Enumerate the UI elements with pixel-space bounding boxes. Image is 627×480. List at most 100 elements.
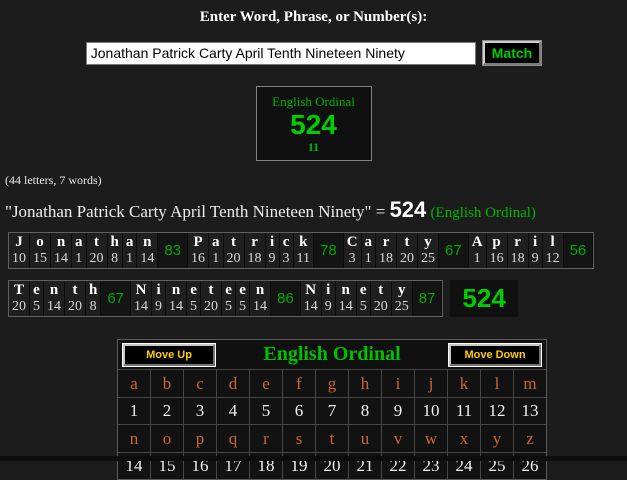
cipher-letter-cell: y [481,425,513,452]
letter-glyph: P [193,234,203,250]
letter-glyph: o [36,234,44,250]
letter-breakdown: J 10 o 15 n 14 a 1 t 20 h 8 a 1 n 14 83 P 16 a 1 t 20 r 18 i 9 c 3 k 1… [8,232,627,317]
letter-glyph: t [404,234,410,250]
letter-glyph: k [299,234,308,250]
letter-cell: t 20 [370,281,392,316]
letter-value: 1 [212,251,220,266]
letter-glyph: e [359,282,367,298]
summary-cipher-value: 524 [290,109,337,140]
letter-value: 14 [47,299,61,314]
letter-glyph: e [239,282,246,298]
search-row: Match [0,40,627,66]
letter-value: 9 [155,299,163,314]
letter-glyph: J [15,234,23,250]
cipher-letter-cell: z [514,425,546,452]
cipher-letter-cell: x [448,425,480,452]
letter-glyph: t [378,282,384,298]
result-phrase-text: "Jonathan Patrick Carty April Tenth Nine… [5,202,372,221]
letter-value: 5 [225,299,233,314]
phrase-input[interactable] [85,41,476,65]
letter-value: 16 [191,251,206,266]
cipher-letter-cell: a [118,370,150,397]
letter-value: 20 [226,251,241,266]
cipher-value-cell: 7 [316,398,348,424]
letter-value: 20 [12,299,26,314]
letter-cell: y 25 [391,281,413,316]
letter-glyph: N [135,282,147,298]
word-sum: 87 [412,281,443,316]
letter-value: 18 [247,251,262,266]
summary-reduced-value: 11 [307,140,320,154]
cipher-value-cell: 6 [283,398,315,424]
row-total: 524 [450,280,518,317]
result-cipher-label[interactable]: (English Ordinal) [430,205,536,221]
letter-cell: k 11 [293,233,315,268]
letter-cell: T 20 [9,281,30,316]
letter-glyph: T [13,282,24,298]
letter-value: 18 [510,251,525,266]
move-up-button[interactable]: Move Up [122,342,216,367]
letter-value: 14 [134,299,149,314]
word-sum: 86 [271,281,301,316]
letter-glyph: y [397,282,406,298]
letter-value: 10 [12,251,26,266]
letter-value: 8 [111,251,119,266]
letter-value: 14 [54,251,68,266]
letter-glyph: n [56,234,66,250]
summary-cipher-name: English Ordinal [272,94,355,109]
letter-value: 3 [282,251,290,266]
letter-value: 1 [75,251,83,266]
letter-value: 25 [394,299,409,314]
letter-glyph: c [282,234,290,250]
letter-glyph: i [532,234,538,250]
letter-glyph: i [156,282,161,298]
letter-glyph: h [110,234,119,250]
letter-cell: t 20 [201,281,223,316]
letter-glyph: n [341,282,350,298]
breakdown-row: J 10 o 15 n 14 a 1 t 20 h 8 a 1 n 14 83 P 16 a 1 t 20 r 18 i 9 c 3 k 1… [8,232,627,269]
letter-cell: r 18 [376,233,398,268]
letter-cell: t 20 [65,281,86,316]
letter-cell: o 15 [30,233,51,268]
cipher-letter-cell: u [349,425,381,452]
cipher-letter-cell: l [481,370,513,397]
letter-cell: P 16 [188,233,210,268]
letter-value: 8 [89,299,97,314]
letter-cell: N 14 [131,281,153,316]
cipher-letter-cell: r [250,425,282,452]
result-summary-box[interactable]: English Ordinal 524 11 [255,86,372,161]
cipher-letter-cell: w [415,425,447,452]
cipher-letter-cell: h [349,370,381,397]
letter-cell: n 14 [250,281,272,316]
letter-value: 14 [253,299,268,314]
letter-value: 20 [89,251,104,266]
move-down-button[interactable]: Move Down [448,342,542,367]
letter-glyph: r [382,234,390,250]
cipher-letter-cell: g [316,370,348,397]
cipher-letter-cell: i [382,370,414,397]
letter-cell: n 14 [335,281,357,316]
letter-value: 15 [33,251,47,266]
match-button[interactable]: Match [481,40,543,66]
word-sum: 83 [158,233,189,268]
letter-glyph: p [492,234,501,250]
letter-glyph: C [346,234,358,250]
letter-cell: n 14 [137,233,159,268]
cipher-letter-cell: t [316,425,348,452]
breakdown-strip: T 20 e 5 n 14 t 20 h 8 67 N 14 i 9 n 14 e 5 t 20 e 5 e 5 n 14 86 N 14… [8,280,444,317]
cipher-letter-cell: p [184,425,216,452]
cipher-value-cell: 3 [184,398,216,424]
letter-value: 9 [324,299,332,314]
